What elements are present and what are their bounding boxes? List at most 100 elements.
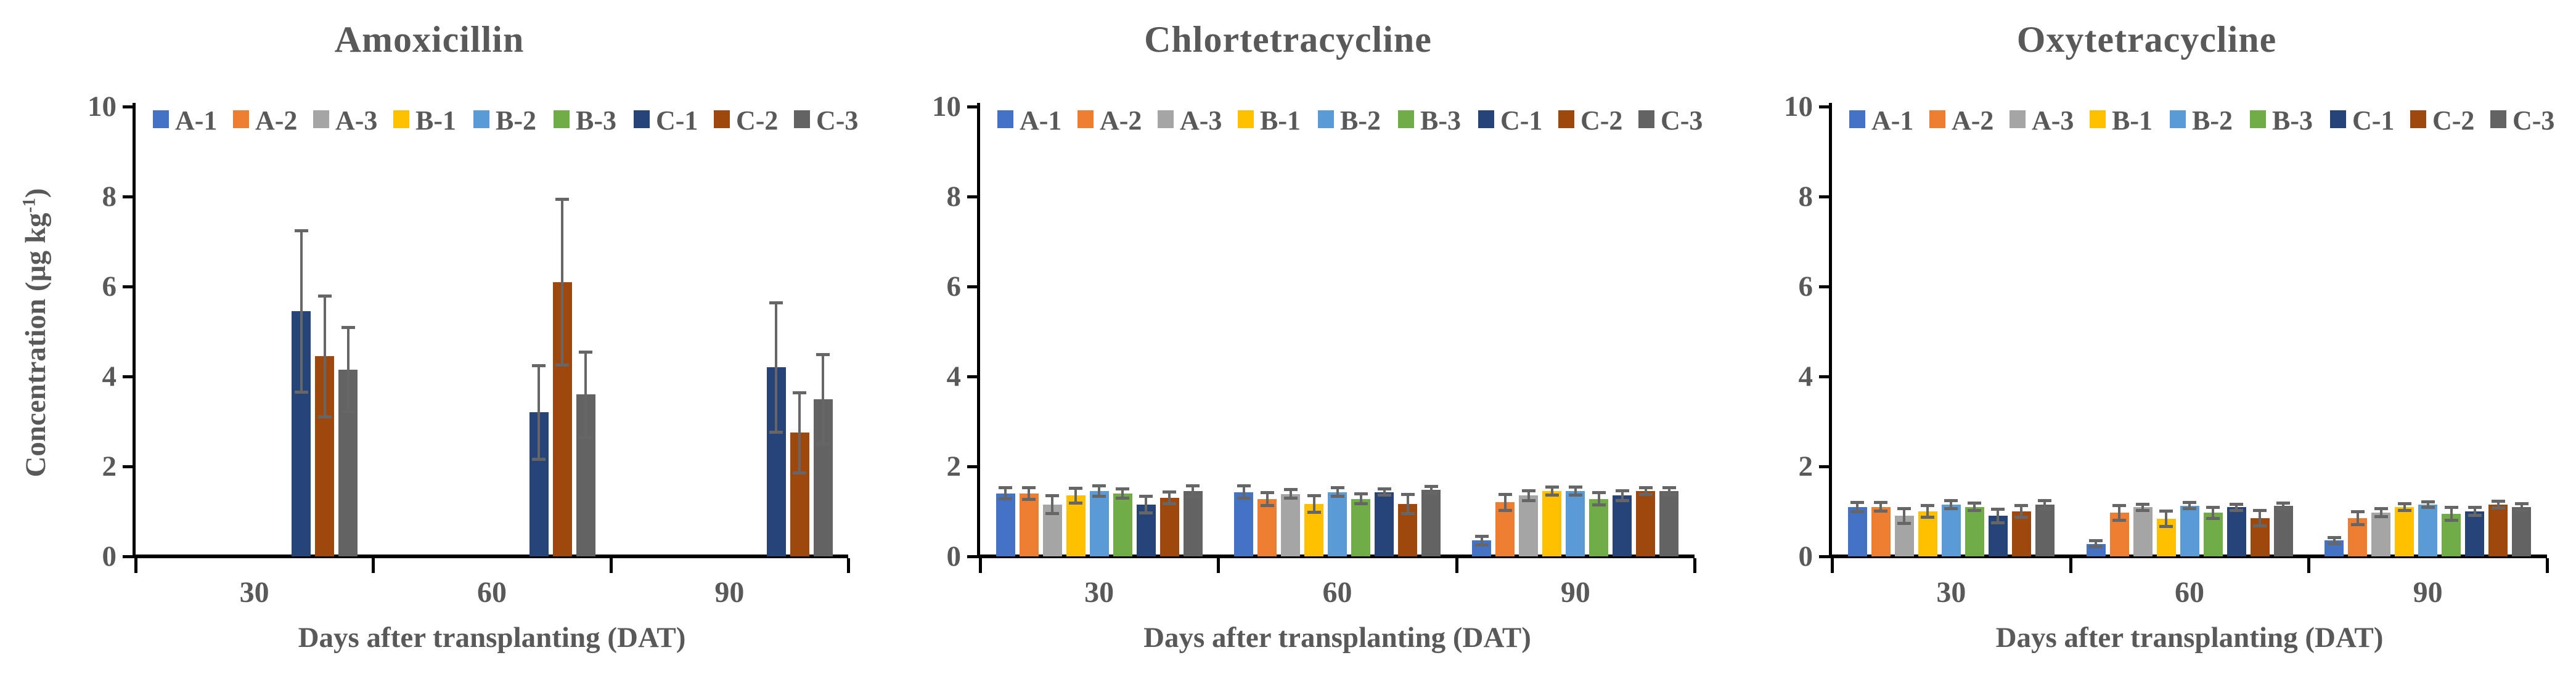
error-bar-cap-top-C-1-30 [1139,495,1153,498]
legend-item-C-3: C-3 [794,105,874,137]
bar-C-2-30 [1159,498,1179,556]
error-bar-line-B-3-90 [1597,492,1600,505]
y-tick-label: 6 [946,270,962,303]
error-bar-cap-top-A-1-60 [1237,484,1251,488]
error-bar-cap-bottom-B-3-30 [1116,496,1130,500]
legend-swatch-A-3 [1158,110,1174,128]
error-bar-cap-top-B-1-90 [2397,502,2411,505]
legend-label-B-3: B-3 [2272,105,2313,136]
error-bar-line-A-1-90 [1480,536,1483,545]
bar-B-2-60 [1328,492,1347,556]
bar-A-2-30 [1019,493,1039,556]
error-bar-cap-bottom-C-3-90 [1662,493,1676,497]
legend-label-A-3: A-3 [335,105,378,136]
bar-C-1-60 [1375,492,1394,556]
error-bar-cap-bottom-C-2-30 [317,415,332,418]
error-bar-line-A-3-60 [2141,503,2144,511]
x-tick [134,558,137,573]
x-tick [1831,558,1834,573]
chart-title: Amoxicillin [334,19,525,60]
y-tick [123,285,133,288]
legend-label-C-1: C-1 [2352,105,2395,136]
legend-label-B-2: B-2 [496,105,536,136]
error-bar-cap-top-C-3-30 [1186,484,1200,488]
x-tick-label: 90 [1560,576,1590,609]
legend-label-C-1: C-1 [656,105,698,136]
error-bar-line-C-1-90 [775,302,778,433]
error-bar-line-C-2-60 [1406,494,1409,514]
error-bar-cap-top-A-1-30 [999,486,1013,490]
bar-B-3-60 [1351,498,1370,556]
y-tick [1819,375,1829,378]
error-bar-cap-bottom-C-2-90 [2491,506,2505,510]
bar-C-3-90 [1659,491,1679,556]
error-bar-cap-bottom-A-2-30 [1022,498,1036,502]
legend-swatch-B-3 [2250,110,2266,128]
error-bar-line-C-3-90 [2520,503,2523,511]
legend-swatch-B-3 [1398,110,1414,128]
error-bar-cap-top-A-1-30 [1850,500,1865,504]
error-bar-cap-top-C-2-30 [317,294,332,298]
legend-item-C-2: C-2 [2410,105,2490,137]
error-bar-line-A-1-60 [2095,540,2097,548]
y-tick-label: 10 [88,91,117,123]
legend-item-B-1: B-1 [2090,105,2170,137]
bar-A-3-60 [1281,494,1300,556]
error-bar-line-C-1-30 [300,230,303,392]
bar-A-1-30 [996,493,1015,556]
error-bar-cap-top-C-3-90 [2514,502,2529,505]
y-tick-label: 0 [946,540,962,572]
bar-C-1-60 [2226,507,2246,556]
error-bar-cap-bottom-A-1-30 [999,497,1013,501]
legend-label-A-2: A-2 [1100,105,1142,136]
error-bar-line-C-2-60 [561,198,563,365]
error-bar-cap-top-C-1-30 [1991,507,2005,511]
legend-swatch-A-2 [1929,110,1945,128]
error-bar-cap-top-A-2-60 [1260,490,1274,494]
legend-label-A-1: A-1 [1020,105,1062,136]
x-tick [2307,558,2311,573]
error-bar-cap-top-C-2-90 [2491,500,2505,503]
error-bar-line-B-2-30 [1950,500,1953,510]
legend-swatch-A-1 [1849,110,1865,128]
y-tick [123,105,133,108]
x-tick [372,558,375,573]
legend-swatch-B-3 [554,110,570,128]
y-tick [967,555,977,558]
error-bar-cap-top-C-3-30 [341,325,355,329]
error-bar-line-C-3-30 [346,327,350,413]
bar-B-2-60 [2180,505,2199,556]
error-bar-line-A-2-90 [2356,511,2359,525]
legend-item-B-3: B-3 [554,105,634,137]
legend-label-A-1: A-1 [175,105,218,136]
legend-item-C-2: C-2 [1558,105,1638,137]
error-bar-line-B-1-30 [1074,488,1077,503]
legend-item-B-1: B-1 [393,105,473,137]
x-tick-label: 30 [1084,576,1114,609]
error-bar-cap-bottom-C-1-90 [1615,499,1629,503]
bar-A-1-60 [1234,492,1253,556]
error-bar-cap-top-C-1-90 [1615,489,1629,492]
y-tick [967,375,977,378]
error-bar-line-B-3-60 [2212,506,2214,519]
bar-B-1-90 [1542,491,1562,556]
error-bar-cap-top-A-3-60 [2136,502,2149,506]
legend-item-A-1: A-1 [997,105,1077,137]
x-tick-label: 30 [1936,576,1966,609]
legend-label-B-2: B-2 [2192,105,2233,136]
error-bar-cap-bottom-B-3-90 [2444,518,2458,522]
legend-item-A-2: A-2 [1929,105,2010,137]
error-bar-cap-top-A-2-90 [1498,493,1512,497]
y-tick-label: 2 [946,450,962,482]
legend-swatch-C-3 [2490,110,2506,128]
error-bar-cap-top-B-2-30 [1944,498,1958,502]
x-tick [1455,558,1458,573]
error-bar-cap-top-A-2-30 [1022,486,1036,489]
legend-label-B-1: B-1 [415,105,456,136]
error-bar-cap-bottom-A-3-60 [1283,496,1298,500]
error-bar-line-A-1-30 [1856,502,1859,512]
error-bar-cap-top-B-3-90 [1592,491,1606,495]
error-bar-line-C-1-60 [1383,488,1386,496]
legend-swatch-C-3 [794,110,810,128]
